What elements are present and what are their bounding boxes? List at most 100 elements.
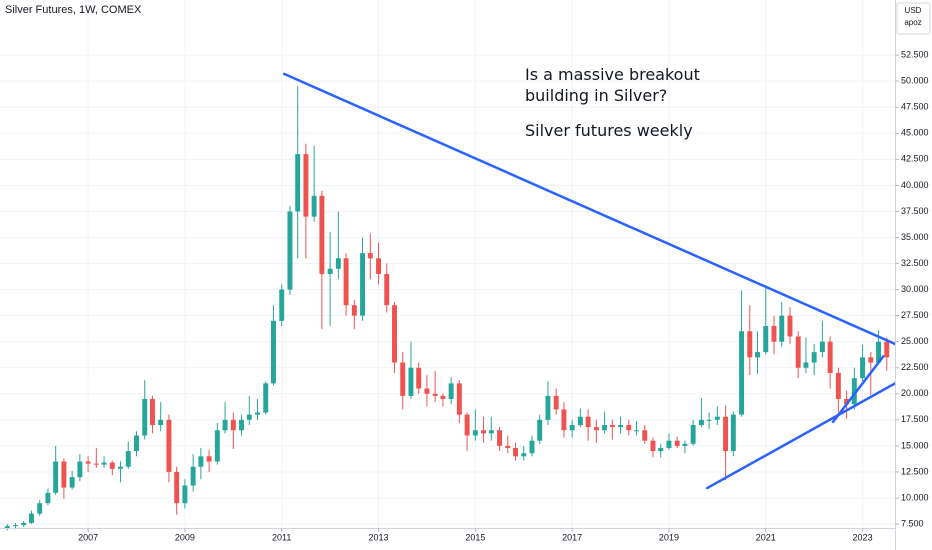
candle (61, 458, 67, 500)
y-tick-label: 50.000 (901, 76, 929, 86)
candle (118, 461, 123, 483)
candle-body (609, 425, 615, 428)
candle (819, 320, 825, 358)
y-tick-label: 35.000 (901, 232, 929, 242)
candle-body (142, 398, 148, 436)
candle (174, 466, 180, 515)
candle (755, 331, 760, 374)
trendline (282, 72, 895, 346)
y-tick-label: 15.000 (901, 440, 929, 450)
candle (851, 367, 857, 410)
annotation: Silver futures weekly (525, 121, 693, 140)
candle-body (384, 273, 390, 306)
candle-body (553, 395, 559, 410)
candle (69, 470, 75, 490)
candle (376, 242, 381, 285)
x-tick-label: 2015 (465, 532, 485, 542)
candle-body (93, 463, 99, 465)
candle-body (351, 305, 357, 316)
candle-body (190, 466, 196, 486)
candle-body (271, 320, 276, 384)
candle-body (69, 477, 75, 488)
candle-body (521, 453, 527, 457)
candle (795, 331, 801, 379)
candle-body (118, 466, 123, 469)
x-tick-label: 2013 (369, 532, 389, 542)
annotation: Is a massive breakout (525, 65, 700, 84)
candle (287, 206, 293, 295)
candle-body (246, 414, 252, 420)
candle-body (650, 440, 656, 452)
candle (335, 211, 341, 280)
candle (811, 343, 817, 376)
candle-body (585, 416, 591, 428)
candle (424, 375, 430, 407)
currency-box[interactable] (896, 2, 931, 35)
y-tick-label: 42.500 (901, 154, 929, 164)
candle (351, 300, 357, 330)
candles (4, 86, 890, 531)
y-tick-label: 20.000 (901, 388, 929, 398)
candle (432, 370, 438, 403)
candle-body (464, 414, 470, 436)
candle (416, 362, 422, 394)
candle (222, 402, 228, 434)
candle-body (827, 341, 833, 373)
candle-body (21, 522, 27, 526)
y-tick-label: 32.500 (901, 258, 929, 268)
candle (93, 447, 99, 468)
candle-body (416, 367, 422, 389)
candle (835, 367, 841, 413)
candle (529, 435, 535, 457)
candle (134, 431, 139, 457)
candle (206, 450, 212, 472)
candle (327, 232, 333, 327)
candle-body (529, 440, 535, 454)
candle-body (85, 461, 91, 464)
candle-body (392, 305, 397, 363)
candle (658, 443, 664, 458)
candle-body (811, 352, 817, 363)
axes: 7.500 10.000 12.500 15.000 17.500 20.000 22.50… (78, 49, 928, 542)
candle-body (239, 419, 245, 431)
candle-body (13, 525, 18, 527)
y-tick-label: 17.500 (901, 414, 929, 424)
candle (85, 456, 91, 472)
candle-body (763, 326, 769, 353)
candle (263, 381, 269, 415)
candle (545, 381, 551, 426)
candle-body (787, 315, 793, 337)
candle (77, 454, 83, 482)
candle-body (456, 383, 462, 415)
y-tick-label: 7.500 (901, 518, 924, 528)
candle (150, 395, 155, 434)
candle (214, 422, 220, 465)
candle-body (714, 416, 720, 420)
candle-body (448, 383, 454, 399)
candle (295, 86, 301, 259)
candle-body (706, 419, 712, 421)
candle (182, 479, 188, 509)
candle (497, 427, 503, 452)
candle (569, 419, 575, 438)
candle-body (343, 258, 349, 306)
candle-body (698, 419, 704, 426)
candle-body (28, 513, 34, 523)
candle (255, 398, 260, 420)
candle-body (279, 289, 285, 321)
candle-body (497, 430, 503, 446)
candle (53, 445, 59, 495)
candle (634, 420, 639, 436)
candle-body (287, 211, 293, 290)
candle-body (367, 253, 373, 259)
candle-body (690, 425, 696, 444)
candle-body (561, 409, 567, 431)
candle-body (150, 398, 155, 426)
candle (650, 437, 656, 458)
candle (723, 405, 729, 481)
candle (448, 377, 454, 405)
candle-body (755, 352, 760, 358)
candle (690, 419, 696, 446)
candle-body (400, 362, 406, 396)
candle-body (634, 430, 639, 432)
